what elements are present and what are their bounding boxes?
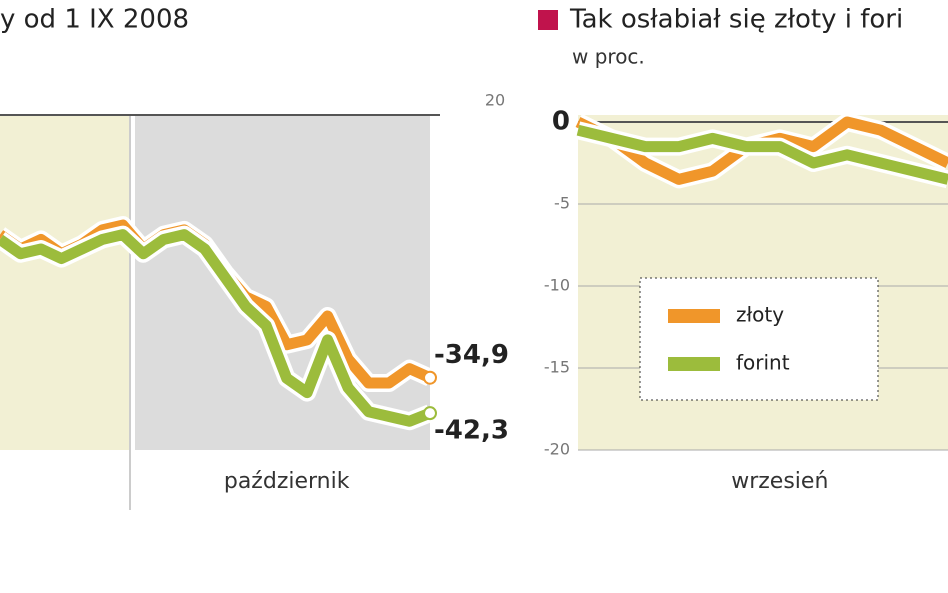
background-left — [0, 115, 130, 450]
value-label: -42,3 — [434, 416, 509, 446]
end-marker — [423, 370, 437, 385]
series-line — [576, 124, 948, 185]
y-tick-label: -20 — [544, 440, 570, 459]
title-marker — [538, 10, 558, 30]
y-tick-label: -10 — [544, 276, 570, 295]
x-tick-label: październik — [224, 469, 350, 494]
legend-label: złoty — [736, 303, 784, 327]
value-label: -34,9 — [434, 340, 509, 370]
x-tick-label: wrzesień — [731, 469, 828, 494]
y-tick-label: -5 — [554, 194, 570, 213]
y-tick-label: -15 — [544, 358, 570, 377]
series-line — [0, 229, 433, 427]
legend-label: forint — [736, 351, 790, 375]
end-marker — [423, 406, 437, 421]
legend-swatch — [668, 357, 720, 371]
background-shade — [135, 115, 430, 450]
y-tick-label: 0 — [552, 107, 570, 137]
legend-swatch — [668, 309, 720, 323]
y-tick-label: 20 — [485, 91, 505, 110]
chart-title: y od 1 IX 2008 — [0, 5, 189, 35]
chart-subtitle: w proc. — [572, 45, 645, 69]
legend-box — [639, 277, 879, 401]
chart-title: Tak osłabiał się złoty i fori — [569, 5, 903, 35]
